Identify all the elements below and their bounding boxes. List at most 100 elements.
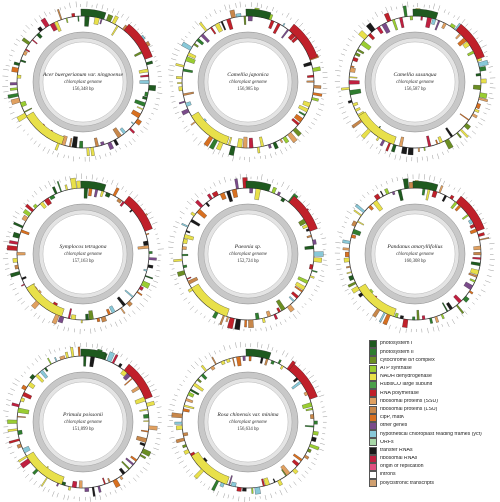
gene-tick: [214, 9, 217, 15]
gene-tick: [441, 324, 443, 327]
gene-tick: [322, 264, 328, 266]
gene-tick: [74, 341, 76, 348]
gene-tick: [23, 202, 27, 206]
gene-block: [186, 276, 192, 280]
gene-tick: [121, 13, 124, 18]
gene-tick: [321, 406, 325, 408]
gene-tick: [339, 273, 343, 276]
gene-tick: [157, 92, 163, 94]
species-name: Rosa chinensis var. minima: [216, 412, 278, 418]
map-center: [207, 213, 289, 295]
gene-tick: [154, 103, 160, 106]
gene-tick: [34, 18, 38, 23]
gene-block: [360, 40, 372, 51]
gene-tick: [183, 125, 188, 129]
gene-tick: [200, 480, 202, 484]
gene-tick: [59, 179, 61, 183]
gene-tick: [90, 328, 92, 334]
gene-tick: [10, 49, 15, 52]
gene-block: [83, 187, 88, 199]
gene-tick: [340, 278, 345, 281]
legend-item: RNA polymerase: [369, 389, 497, 398]
gene-block: [420, 16, 423, 21]
gene-block: [431, 190, 438, 198]
gene-block: [225, 316, 229, 323]
gene-tick: [17, 297, 23, 302]
gene-tick: [314, 46, 318, 49]
gene-tick: [115, 149, 117, 153]
gene-block: [139, 441, 146, 447]
gene-tick: [24, 305, 29, 310]
gene-block: [10, 97, 21, 105]
genome-map-6: Pandanus amaryllifolius chloroplast genom…: [334, 173, 495, 334]
gene-tick: [186, 200, 192, 205]
gene-block: [245, 348, 272, 360]
gene-tick: [223, 176, 226, 183]
gene-tick: [157, 71, 162, 73]
gene-tick: [321, 98, 324, 100]
gene-tick: [223, 493, 225, 498]
gene-tick: [171, 268, 175, 270]
gene-tick: [129, 360, 133, 364]
gene-tick: [168, 241, 174, 243]
gene-tick: [486, 103, 492, 106]
gene-tick: [75, 1, 77, 8]
gene-tick: [20, 34, 24, 37]
gene-tick: [56, 492, 59, 498]
gene-block: [191, 283, 230, 317]
gene-tick: [212, 149, 216, 155]
gene-tick: [289, 484, 292, 488]
gene-tick: [314, 385, 319, 389]
gene-tick: [38, 355, 42, 360]
gene-block: [423, 147, 426, 151]
gene-block: [467, 50, 475, 57]
legend-item: photosystem I: [369, 340, 497, 349]
gene-tick: [293, 481, 297, 486]
gene-tick: [235, 176, 237, 180]
gene-block: [463, 281, 474, 290]
gene-tick: [151, 221, 158, 225]
gene-tick: [174, 111, 180, 114]
gene-tick: [239, 173, 241, 180]
gene-tick: [342, 48, 347, 51]
gene-tick: [284, 147, 288, 152]
gene-block: [463, 123, 471, 130]
genome-size: 156,587 bp: [404, 87, 426, 92]
legend-item: origin of replication: [369, 462, 497, 471]
gene-tick: [146, 462, 150, 465]
legend-label: polycistronic transcripts: [380, 480, 434, 486]
gene-block: [304, 425, 315, 428]
genome-map-8: Rosa chinensis var. minima chloroplast ge…: [167, 341, 328, 502]
gene-tick: [321, 270, 324, 272]
gene-tick: [483, 51, 488, 53]
gene-block: [143, 240, 149, 246]
gene-tick: [16, 124, 22, 129]
gene-tick: [3, 97, 10, 99]
gene-tick: [184, 35, 188, 38]
gene-block: [391, 19, 399, 31]
gene-tick: [54, 9, 56, 13]
gene-block: [242, 136, 248, 149]
gene-tick: [457, 187, 461, 193]
gene-tick: [261, 174, 263, 181]
gene-tick: [188, 31, 191, 34]
gene-tick: [318, 55, 321, 57]
gene-block: [350, 65, 355, 68]
gene-tick: [69, 176, 71, 181]
gene-tick: [489, 93, 493, 95]
gene-tick: [192, 133, 194, 136]
gene-tick: [151, 389, 157, 392]
gene-tick: [396, 176, 398, 182]
gene-tick: [174, 451, 180, 454]
gene-block: [9, 240, 19, 245]
gene-block: [39, 201, 47, 209]
gene-tick: [286, 12, 290, 18]
gene-block: [231, 188, 238, 198]
gene-tick: [156, 406, 162, 408]
gene-tick: [143, 36, 146, 39]
gene-block: [68, 486, 72, 491]
gene-tick: [67, 495, 69, 501]
gene-block: [351, 220, 358, 227]
gene-tick: [33, 312, 37, 317]
gene-block: [342, 247, 350, 251]
